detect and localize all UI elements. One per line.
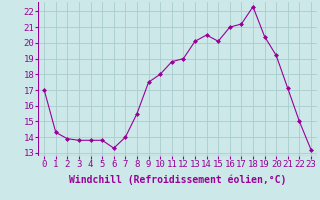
X-axis label: Windchill (Refroidissement éolien,°C): Windchill (Refroidissement éolien,°C) xyxy=(69,175,286,185)
